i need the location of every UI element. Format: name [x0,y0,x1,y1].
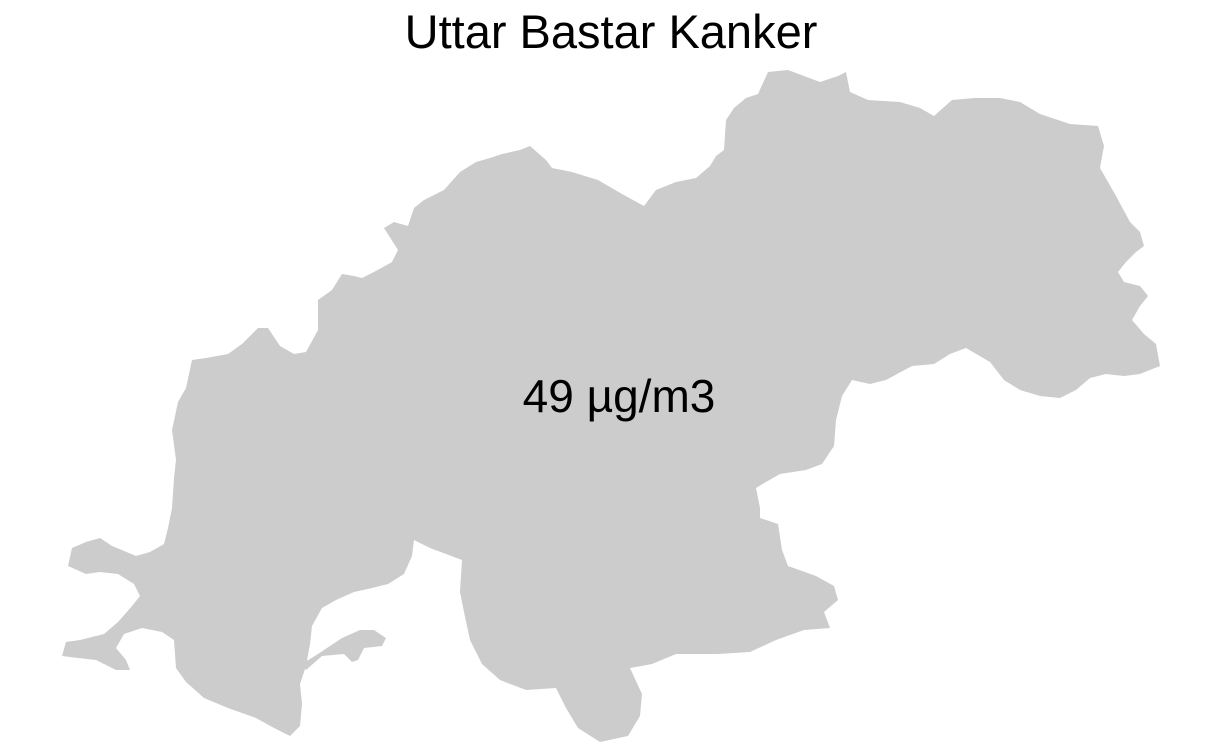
map-title: Uttar Bastar Kanker [404,5,818,58]
district-region-shape [62,70,1160,742]
pollution-value-label: 49 µg/m3 [522,370,716,422]
